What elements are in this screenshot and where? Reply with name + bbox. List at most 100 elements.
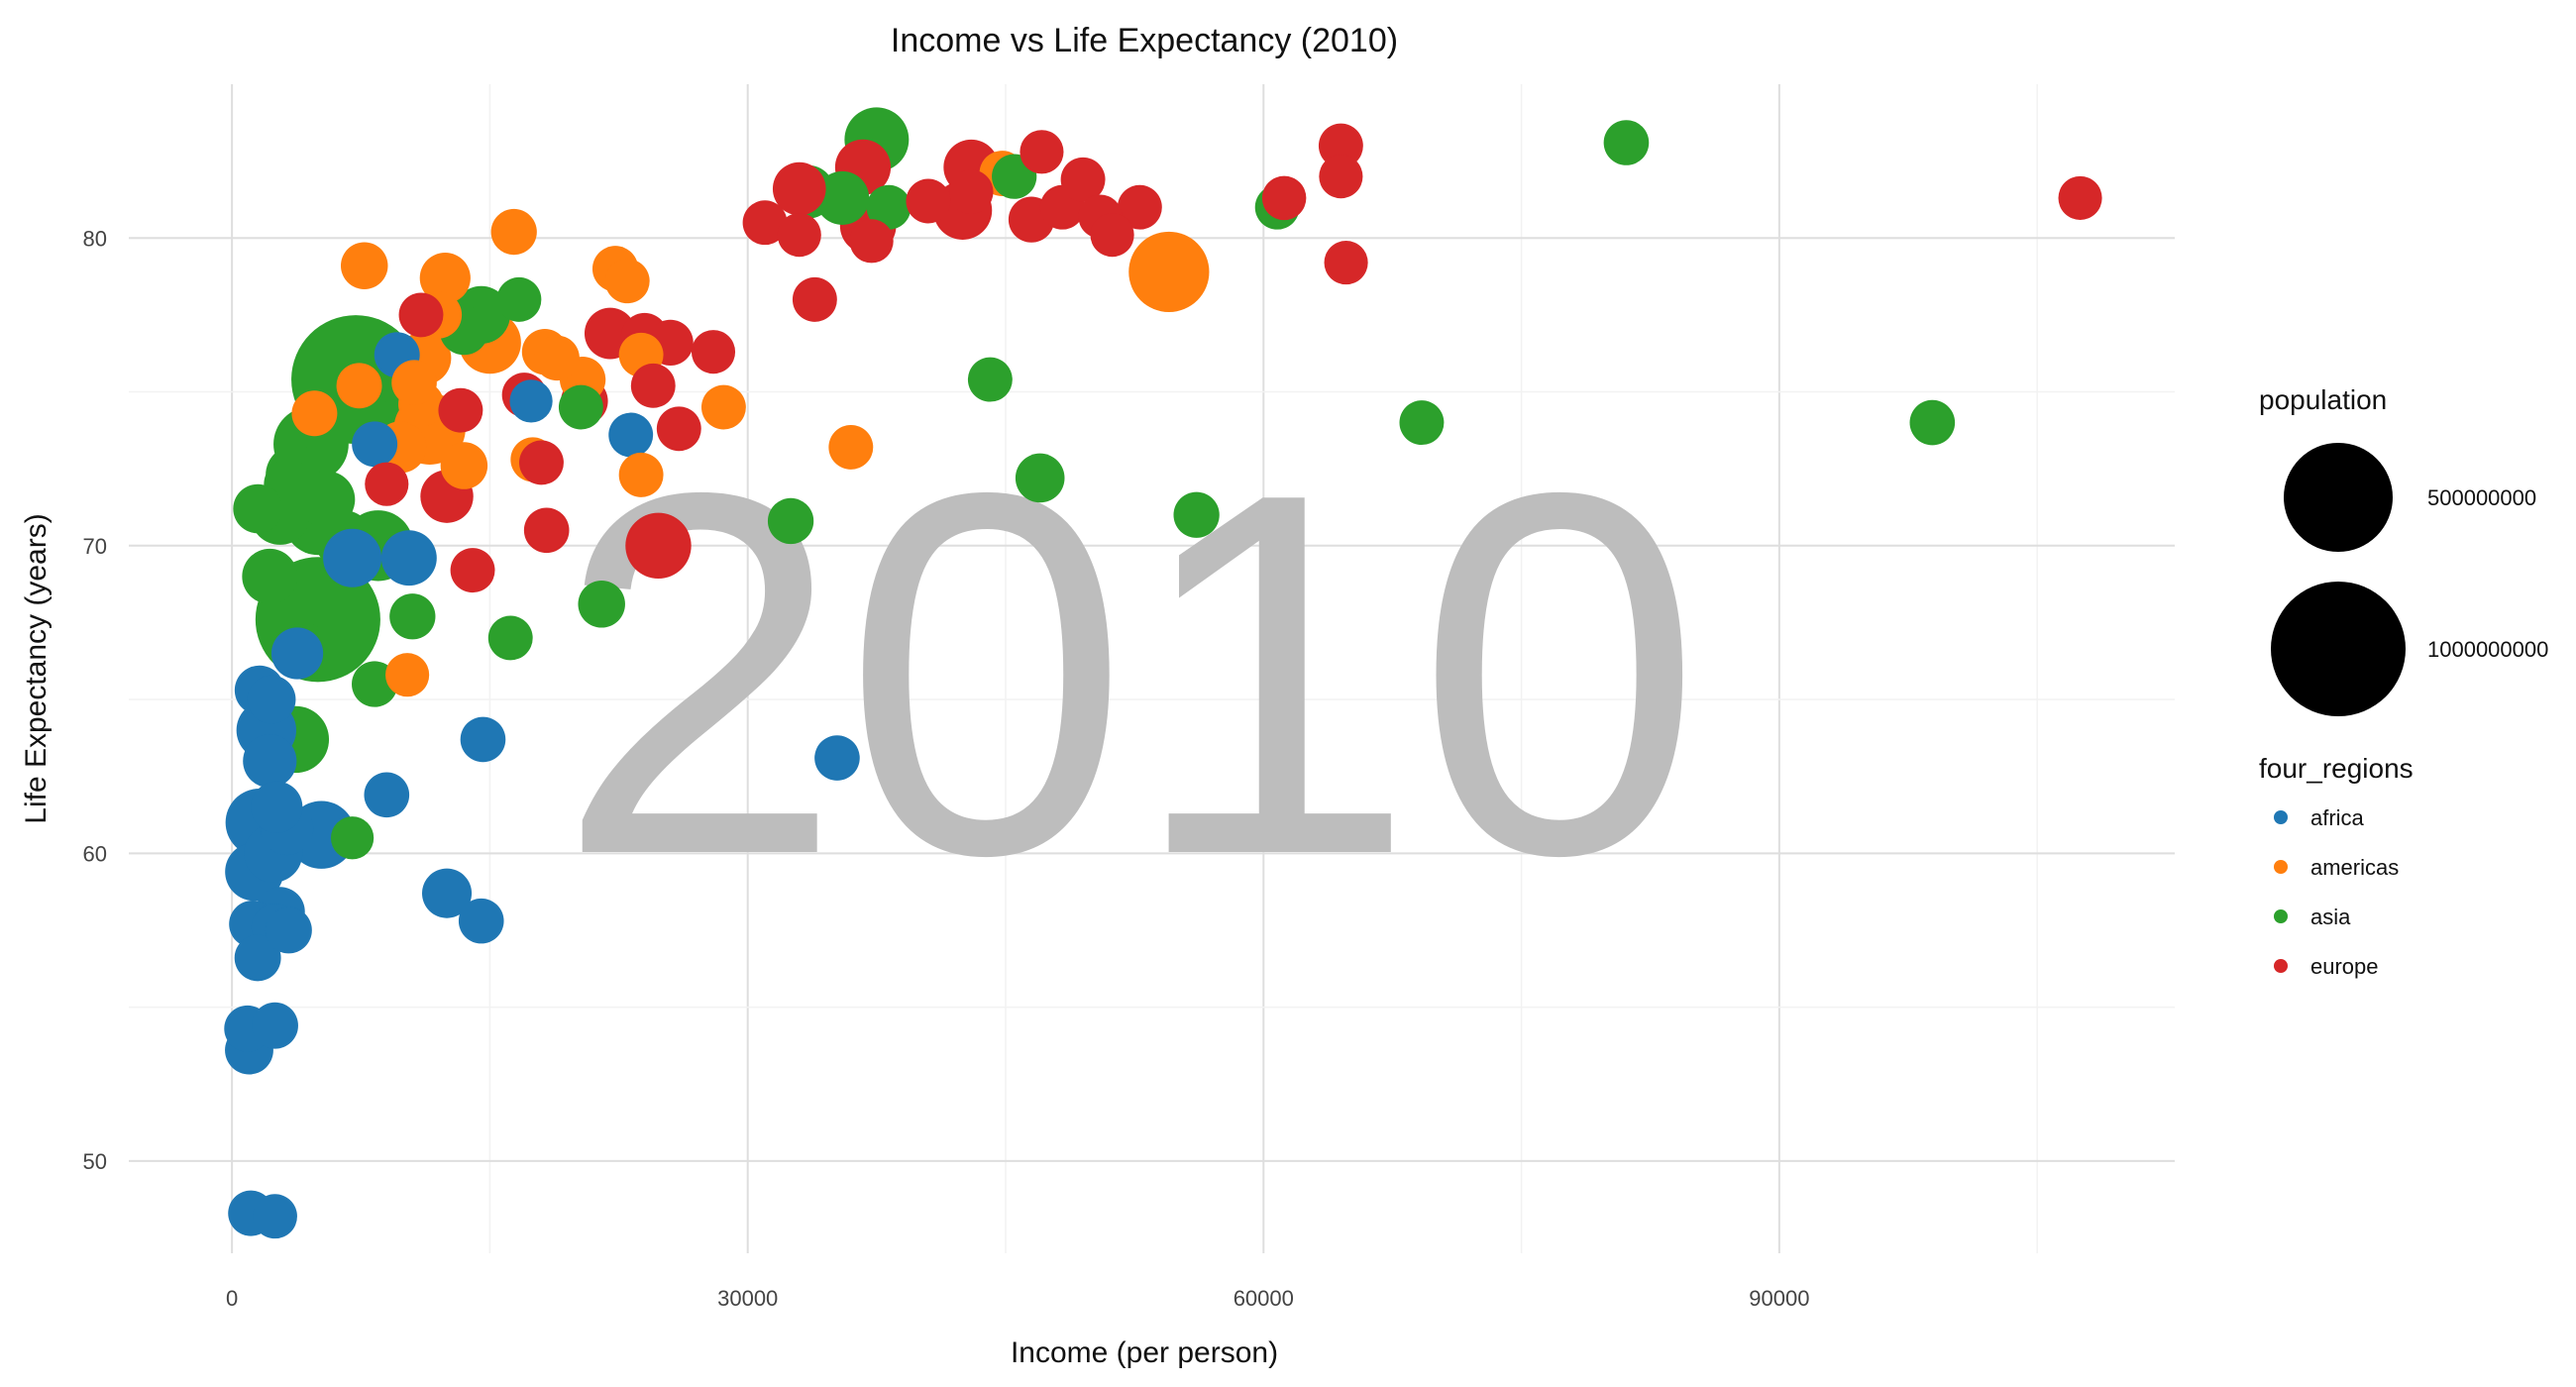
data-point-africa <box>509 379 553 423</box>
data-point-africa <box>247 675 296 724</box>
data-point-europe <box>2058 175 2102 220</box>
data-point-americas <box>391 360 437 406</box>
data-point-africa <box>323 528 382 587</box>
data-point-africa <box>608 412 654 458</box>
data-point-africa <box>458 898 504 944</box>
data-point-asia <box>558 384 603 430</box>
data-point-europe <box>625 512 692 579</box>
chart-title: Income vs Life Expectancy (2010) <box>891 22 1398 59</box>
data-point-asia <box>1603 120 1650 165</box>
data-point-africa <box>251 781 303 833</box>
data-point-asia <box>330 816 375 860</box>
data-point-asia <box>233 483 282 534</box>
data-point-europe <box>630 363 676 408</box>
data-point-africa <box>234 934 281 982</box>
data-point-africa <box>270 627 324 680</box>
data-point-europe <box>849 219 894 264</box>
data-point-europe <box>742 200 788 246</box>
data-point-africa <box>352 421 398 468</box>
data-point-asia <box>496 276 542 322</box>
data-point-africa <box>460 716 506 763</box>
size-legend-swatch <box>2271 582 2406 716</box>
y-axis-label: Life Expectancy (years) <box>20 513 53 823</box>
data-point-americas <box>618 452 664 497</box>
data-point-europe <box>1318 123 1363 168</box>
data-point-africa <box>253 1194 297 1239</box>
y-tick-label: 80 <box>83 226 107 251</box>
data-point-asia <box>242 548 298 604</box>
data-point-europe <box>949 169 994 214</box>
x-tick-label: 0 <box>226 1286 238 1311</box>
data-point-africa <box>265 907 312 954</box>
data-point-europe <box>772 161 826 216</box>
legend-label-africa: africa <box>2310 805 2365 830</box>
data-point-americas <box>1128 231 1210 313</box>
color-legend-title: four_regions <box>2259 753 2414 784</box>
data-point-americas <box>440 442 488 489</box>
data-point-asia <box>487 615 533 661</box>
data-point-europe <box>777 213 821 258</box>
grid-lines <box>129 84 2175 1253</box>
data-point-americas <box>490 208 537 256</box>
data-point-americas <box>828 424 874 470</box>
legend-label-europe: europe <box>2310 954 2379 979</box>
y-tick-label: 60 <box>83 841 107 866</box>
size-legend-swatch <box>2284 443 2393 552</box>
data-point-europe <box>1060 157 1106 202</box>
data-point-europe <box>519 440 564 485</box>
data-point-europe <box>365 462 409 506</box>
legend-label-asia: asia <box>2310 905 2351 929</box>
data-point-africa <box>380 530 437 587</box>
data-point-americas <box>291 390 338 437</box>
data-point-europe <box>1324 241 1368 285</box>
data-point-europe <box>1319 155 1363 199</box>
data-points <box>224 107 2102 1239</box>
data-point-asia <box>767 497 814 545</box>
data-point-europe <box>792 276 837 322</box>
data-point-europe <box>1261 175 1307 221</box>
data-point-europe <box>1117 184 1162 230</box>
data-point-europe <box>1090 213 1134 258</box>
data-point-asia <box>1909 399 1956 446</box>
data-point-europe <box>656 406 701 452</box>
x-tick-label: 60000 <box>1234 1286 1294 1311</box>
data-point-europe <box>438 387 483 433</box>
data-point-americas <box>340 242 388 289</box>
data-point-africa <box>252 1002 298 1049</box>
x-tick-label: 30000 <box>717 1286 778 1311</box>
x-tick-label: 90000 <box>1749 1286 1809 1311</box>
data-point-americas <box>336 363 382 409</box>
year-watermark: 2010 <box>557 386 1703 962</box>
data-point-asia <box>1015 453 1065 503</box>
data-point-europe <box>906 178 951 224</box>
legend-swatch-europe <box>2274 959 2288 973</box>
size-legend-label: 1000000000 <box>2427 637 2548 662</box>
legend-swatch-americas <box>2274 860 2288 874</box>
data-point-asia <box>1399 400 1445 446</box>
legend: population 500000000 1000000000 four_region… <box>2259 384 2548 979</box>
y-tick-label: 70 <box>83 534 107 559</box>
legend-swatch-asia <box>2274 909 2288 923</box>
data-point-asia <box>1173 491 1220 538</box>
legend-swatch-africa <box>2274 810 2288 824</box>
y-tick-label: 50 <box>83 1149 107 1174</box>
legend-label-americas: americas <box>2310 855 2399 880</box>
size-legend-title: population <box>2259 384 2387 415</box>
data-point-americas <box>385 653 430 697</box>
data-point-africa <box>814 735 860 781</box>
data-point-europe <box>523 507 570 554</box>
size-legend-label: 500000000 <box>2427 485 2536 510</box>
axis-ticks: 0 30000 60000 90000 50 60 70 80 <box>83 226 1810 1311</box>
data-point-asia <box>967 357 1013 402</box>
data-point-americas <box>419 253 471 304</box>
data-point-europe <box>691 330 736 374</box>
data-point-africa <box>421 868 473 918</box>
data-point-americas <box>534 335 580 381</box>
data-point-americas <box>700 384 746 430</box>
data-point-europe <box>450 548 495 593</box>
x-axis-label: Income (per person) <box>1011 1336 1278 1369</box>
data-point-africa <box>364 772 410 818</box>
data-point-europe <box>398 292 444 338</box>
data-point-europe <box>1020 130 1064 174</box>
